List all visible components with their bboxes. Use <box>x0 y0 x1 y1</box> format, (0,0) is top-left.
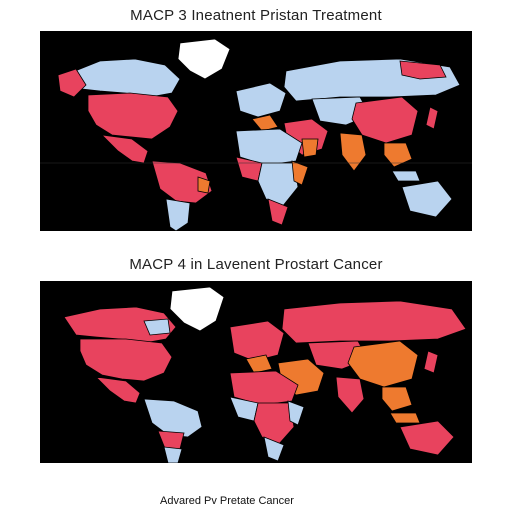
region-africa-south <box>263 436 285 462</box>
world-map-1 <box>40 31 472 231</box>
region-europe-south <box>245 354 273 374</box>
region-japan <box>425 106 439 130</box>
region-canada-east <box>143 318 171 336</box>
region-canada <box>63 306 177 344</box>
region-alaska <box>57 68 87 98</box>
region-south-america-south <box>163 446 183 463</box>
region-indonesia <box>389 412 421 424</box>
region-europe-south <box>251 114 279 132</box>
region-japan <box>423 350 439 374</box>
region-africa-east <box>291 160 309 186</box>
region-southeast-asia <box>381 386 413 412</box>
region-mexico <box>94 376 141 404</box>
region-russia-east <box>399 60 447 80</box>
region-africa-south <box>267 198 289 226</box>
map-2-title: MACP 4 in Lavenent Prostart Cancer <box>129 256 383 273</box>
region-australia <box>399 420 455 456</box>
region-russia <box>281 300 467 344</box>
world-map-2 <box>40 281 472 463</box>
region-india <box>339 132 367 172</box>
region-south-america-north <box>143 398 203 438</box>
region-india <box>335 376 365 414</box>
region-south-america-south <box>165 198 191 231</box>
world-map-1-svg <box>40 38 472 231</box>
region-southeast-asia <box>383 142 413 168</box>
region-europe <box>229 320 285 362</box>
region-africa-east <box>287 400 305 426</box>
region-indonesia <box>391 170 421 182</box>
region-australia <box>401 180 453 218</box>
region-africa-north <box>235 128 303 166</box>
region-greenland <box>177 38 231 80</box>
region-africa-central <box>257 162 299 208</box>
region-africa-central <box>253 402 295 446</box>
region-china <box>347 340 419 388</box>
region-south-america-north <box>151 160 213 204</box>
region-canada <box>69 58 181 98</box>
region-mexico <box>100 134 149 164</box>
region-usa <box>79 338 173 382</box>
region-usa <box>87 92 179 140</box>
region-africa-north <box>229 370 299 406</box>
region-china <box>351 96 419 144</box>
map-1-title: MACP 3 Ineatnent Pristan Treatment <box>130 7 382 24</box>
region-europe-west <box>235 82 287 118</box>
world-map-2-svg <box>63 286 467 463</box>
region-greenland <box>169 286 225 332</box>
region-brazil-east <box>197 176 211 194</box>
region-arabia <box>301 138 319 158</box>
map-caption: Advared Pv Pretate Cancer <box>160 495 294 507</box>
